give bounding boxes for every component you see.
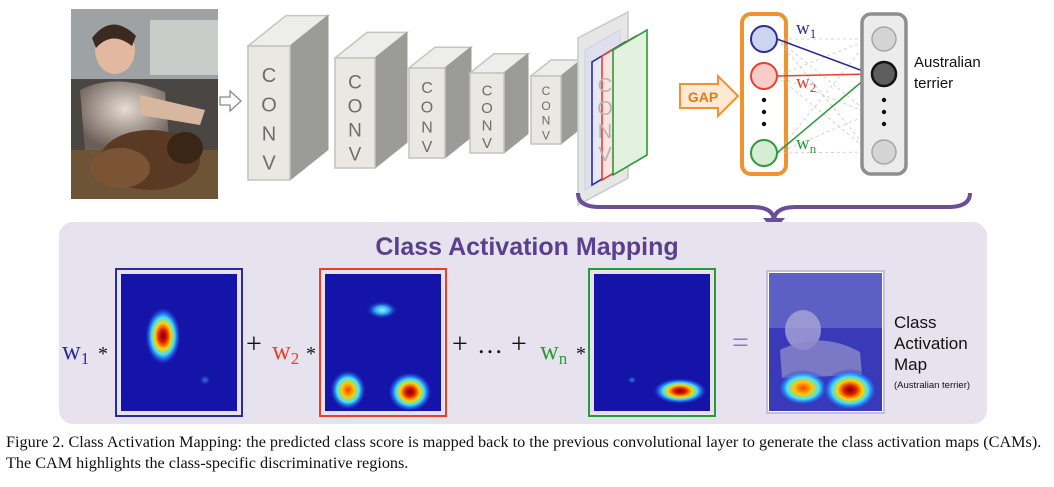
result-label: Class Activation Map (Australian terrier… bbox=[894, 313, 970, 391]
gap-node-1 bbox=[750, 25, 778, 53]
cam-equation: w1 * + w2 * + … + wn * = bbox=[62, 326, 749, 368]
conv-letter: N bbox=[542, 114, 551, 128]
output-class-label: Australian terrier bbox=[914, 54, 981, 92]
result-label-line: Class bbox=[894, 313, 937, 332]
cam-title: Class Activation Mapping bbox=[375, 233, 678, 261]
gap-arrow: GAP bbox=[679, 73, 740, 119]
conv-letter: V bbox=[349, 144, 362, 165]
output-label-line: terrier bbox=[914, 75, 953, 92]
conv-letter: V bbox=[482, 135, 492, 152]
input-arrow bbox=[219, 89, 242, 113]
eq-weight-w2: w2 bbox=[272, 336, 299, 368]
result-label-line: Activation bbox=[894, 334, 968, 353]
conv-letter: O bbox=[481, 100, 493, 117]
eq-times: * bbox=[306, 343, 316, 365]
gap-label: GAP bbox=[688, 89, 718, 105]
weight-wn: wn bbox=[796, 133, 817, 156]
conv-letter: N bbox=[262, 123, 276, 145]
eq-times: * bbox=[98, 343, 108, 365]
eq-times: * bbox=[576, 343, 586, 365]
class-activation-map-result bbox=[766, 270, 885, 414]
conv-letter: C bbox=[482, 83, 493, 100]
cam-panel bbox=[59, 222, 987, 424]
gap-node-n bbox=[750, 139, 778, 167]
eq-ellipsis: … bbox=[477, 330, 503, 359]
activation-map-n bbox=[588, 268, 716, 417]
figure-caption: Figure 2. Class Activation Mapping: the … bbox=[6, 433, 1042, 472]
conv-letter: N bbox=[348, 120, 362, 141]
conv-letter: O bbox=[421, 100, 433, 117]
conv-letter: N bbox=[482, 117, 493, 134]
result-sublabel: (Australian terrier) bbox=[894, 380, 970, 391]
eq-weight-w1: w1 bbox=[62, 336, 89, 368]
conv-letter: N bbox=[598, 121, 612, 143]
conv-letter: V bbox=[598, 144, 612, 166]
gap-node-2 bbox=[750, 62, 778, 90]
conv-letter: V bbox=[422, 139, 433, 156]
output-node-active bbox=[870, 60, 898, 88]
conv-letter: V bbox=[542, 128, 550, 142]
conv-letter: O bbox=[597, 98, 613, 120]
output-layer bbox=[860, 12, 908, 176]
eq-weight-wn: wn bbox=[540, 336, 568, 368]
conv-letter: C bbox=[542, 84, 551, 98]
result-label-line: Map bbox=[894, 355, 927, 374]
conv-letter: O bbox=[541, 99, 550, 113]
conv-letter: C bbox=[421, 80, 433, 97]
conv-letter: C bbox=[598, 75, 612, 97]
fc-connections bbox=[776, 38, 872, 154]
eq-plus: + bbox=[246, 329, 262, 360]
gap-vector bbox=[740, 12, 788, 176]
weight-w1: w1 bbox=[796, 18, 816, 41]
conv-letter: C bbox=[348, 73, 362, 94]
conv-letter: V bbox=[262, 153, 276, 175]
activation-map-1 bbox=[115, 268, 243, 417]
eq-plus: + bbox=[511, 329, 527, 360]
fc-weights: w1 w2 wn bbox=[796, 18, 817, 156]
eq-plus: + bbox=[452, 329, 468, 360]
activation-map-2 bbox=[319, 268, 447, 417]
input-photo bbox=[71, 9, 218, 199]
output-label-line: Australian bbox=[914, 54, 981, 71]
conv-letter: C bbox=[262, 65, 276, 87]
eq-equals: = bbox=[732, 326, 749, 359]
conv-letter: N bbox=[421, 119, 433, 136]
conv-letter: O bbox=[261, 94, 277, 116]
conv-letter: O bbox=[348, 96, 363, 117]
output-node bbox=[871, 139, 897, 165]
last-conv-feature-maps: C O N V bbox=[577, 10, 648, 207]
weight-w2: w2 bbox=[796, 72, 816, 95]
output-node bbox=[871, 26, 897, 52]
